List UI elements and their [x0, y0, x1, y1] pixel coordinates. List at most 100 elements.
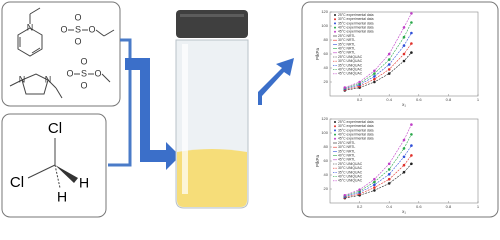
data-point [410, 31, 413, 35]
legend-label: 30°C UNIQUAC [338, 59, 363, 63]
legend-label: 45°C UNIQUAC [338, 72, 363, 76]
legend-label: 40°C UNIQUAC [338, 67, 363, 71]
graphical-abstract: N O S O O O N N O S O O O Cl Cl H H [1, 1, 499, 218]
imidazolium-structure: N N O S O O O [9, 56, 111, 99]
legend-marker [334, 18, 336, 21]
model-curve [344, 124, 412, 196]
data-point [373, 75, 376, 78]
data-point [387, 177, 391, 181]
x-tick-label: 0.8 [446, 97, 452, 102]
y-axis-label: P/kPa [315, 155, 320, 168]
x-tick-label: 0.6 [416, 97, 422, 102]
atom: O [74, 36, 81, 46]
model-curve [344, 134, 412, 197]
legend-label: 35°C NRTL [338, 149, 355, 153]
y-tick-label: 80 [324, 37, 329, 42]
y-tick-label: 80 [324, 144, 329, 149]
legend-label: 25°C experimental data [338, 13, 374, 17]
y-tick-label: 60 [324, 158, 329, 163]
legend-label: 45°C NRTL [338, 158, 355, 162]
data-point [373, 72, 376, 75]
legend-label: 40°C experimental data [338, 25, 374, 29]
data-point [402, 147, 406, 150]
legend-label: 45°C experimental data [338, 30, 374, 34]
x-tick-label: 0.2 [357, 204, 363, 209]
data-point [387, 162, 391, 166]
legend-label: 25°C NRTL [338, 34, 355, 38]
legend-marker [334, 133, 336, 136]
model-curve [344, 145, 412, 197]
legend-marker [334, 137, 336, 140]
legend-label: 35°C UNIQUAC [338, 63, 363, 67]
atom: Cl [10, 174, 24, 191]
atom: H [79, 175, 89, 191]
atom: N [45, 74, 52, 84]
y-tick-label: 20 [324, 79, 329, 84]
legend-marker [334, 129, 336, 132]
legend-label: 25°C UNIQUAC [338, 55, 363, 59]
x-tick-label: 0.6 [416, 204, 422, 209]
x-tick-label: 1 [477, 97, 480, 102]
data-point [387, 182, 391, 185]
data-point [410, 162, 413, 166]
legend-label: 30°C NRTL [338, 145, 355, 149]
data-point [373, 186, 376, 189]
x-axis-label: x₁ [402, 102, 406, 107]
y-tick-label: 100 [321, 130, 328, 135]
data-point [373, 177, 376, 181]
legend-label: 40°C NRTL [338, 153, 355, 157]
atom: O [80, 80, 87, 90]
x-tick-label: 0.4 [386, 204, 392, 209]
data-point [402, 44, 406, 47]
legend-label: 30°C UNIQUAC [338, 166, 363, 170]
x-axis-label: x₁ [402, 209, 406, 214]
y-tick-label: 100 [321, 23, 328, 28]
atom: Cl [48, 120, 62, 137]
pyridinium-structure: N O S O O O [17, 7, 115, 57]
y-tick-label: 120 [321, 116, 328, 121]
legend-label: 35°C UNIQUAC [338, 170, 363, 174]
legend-label: 35°C experimental data [338, 128, 374, 132]
data-point [343, 86, 347, 89]
x-tick-label: 1 [477, 204, 480, 209]
data-point [402, 35, 406, 39]
legend-label: 35°C experimental data [338, 21, 374, 25]
y-tick-label: 40 [324, 65, 329, 70]
legend-label: 25°C experimental data [338, 120, 374, 124]
data-point [402, 52, 406, 56]
legend-label: 30°C NRTL [338, 38, 355, 42]
data-point [410, 123, 413, 126]
x-tick-label: 0.8 [446, 204, 452, 209]
data-point [387, 52, 391, 56]
data-point [373, 80, 376, 84]
model-curve [344, 43, 412, 90]
data-point [373, 189, 376, 192]
data-point [373, 77, 376, 81]
data-point [387, 63, 391, 66]
dichloromethane-structure: Cl Cl H H [10, 120, 89, 205]
data-point [410, 12, 413, 15]
atom: N [19, 74, 26, 84]
legend-marker [334, 121, 336, 123]
arrow-to-results [258, 58, 294, 105]
legend-marker [334, 125, 336, 128]
results-box [301, 1, 499, 218]
data-point [343, 194, 347, 197]
data-point [373, 183, 376, 187]
y-tick-label: 120 [321, 9, 328, 14]
data-point [402, 155, 406, 159]
x-tick-label: 0.2 [357, 97, 363, 102]
atom: O [60, 24, 67, 34]
data-point [358, 80, 361, 84]
model-curve [344, 13, 412, 88]
data-point [358, 188, 361, 191]
legend-label: 40°C UNIQUAC [338, 174, 363, 178]
atom: O [80, 56, 87, 66]
atom: S [81, 68, 87, 78]
legend-label: 30°C experimental data [338, 17, 374, 21]
atom: O [74, 12, 81, 22]
legend-marker [334, 30, 336, 33]
y-tick-label: 40 [324, 172, 329, 177]
data-point [410, 21, 413, 24]
data-point [410, 154, 413, 157]
